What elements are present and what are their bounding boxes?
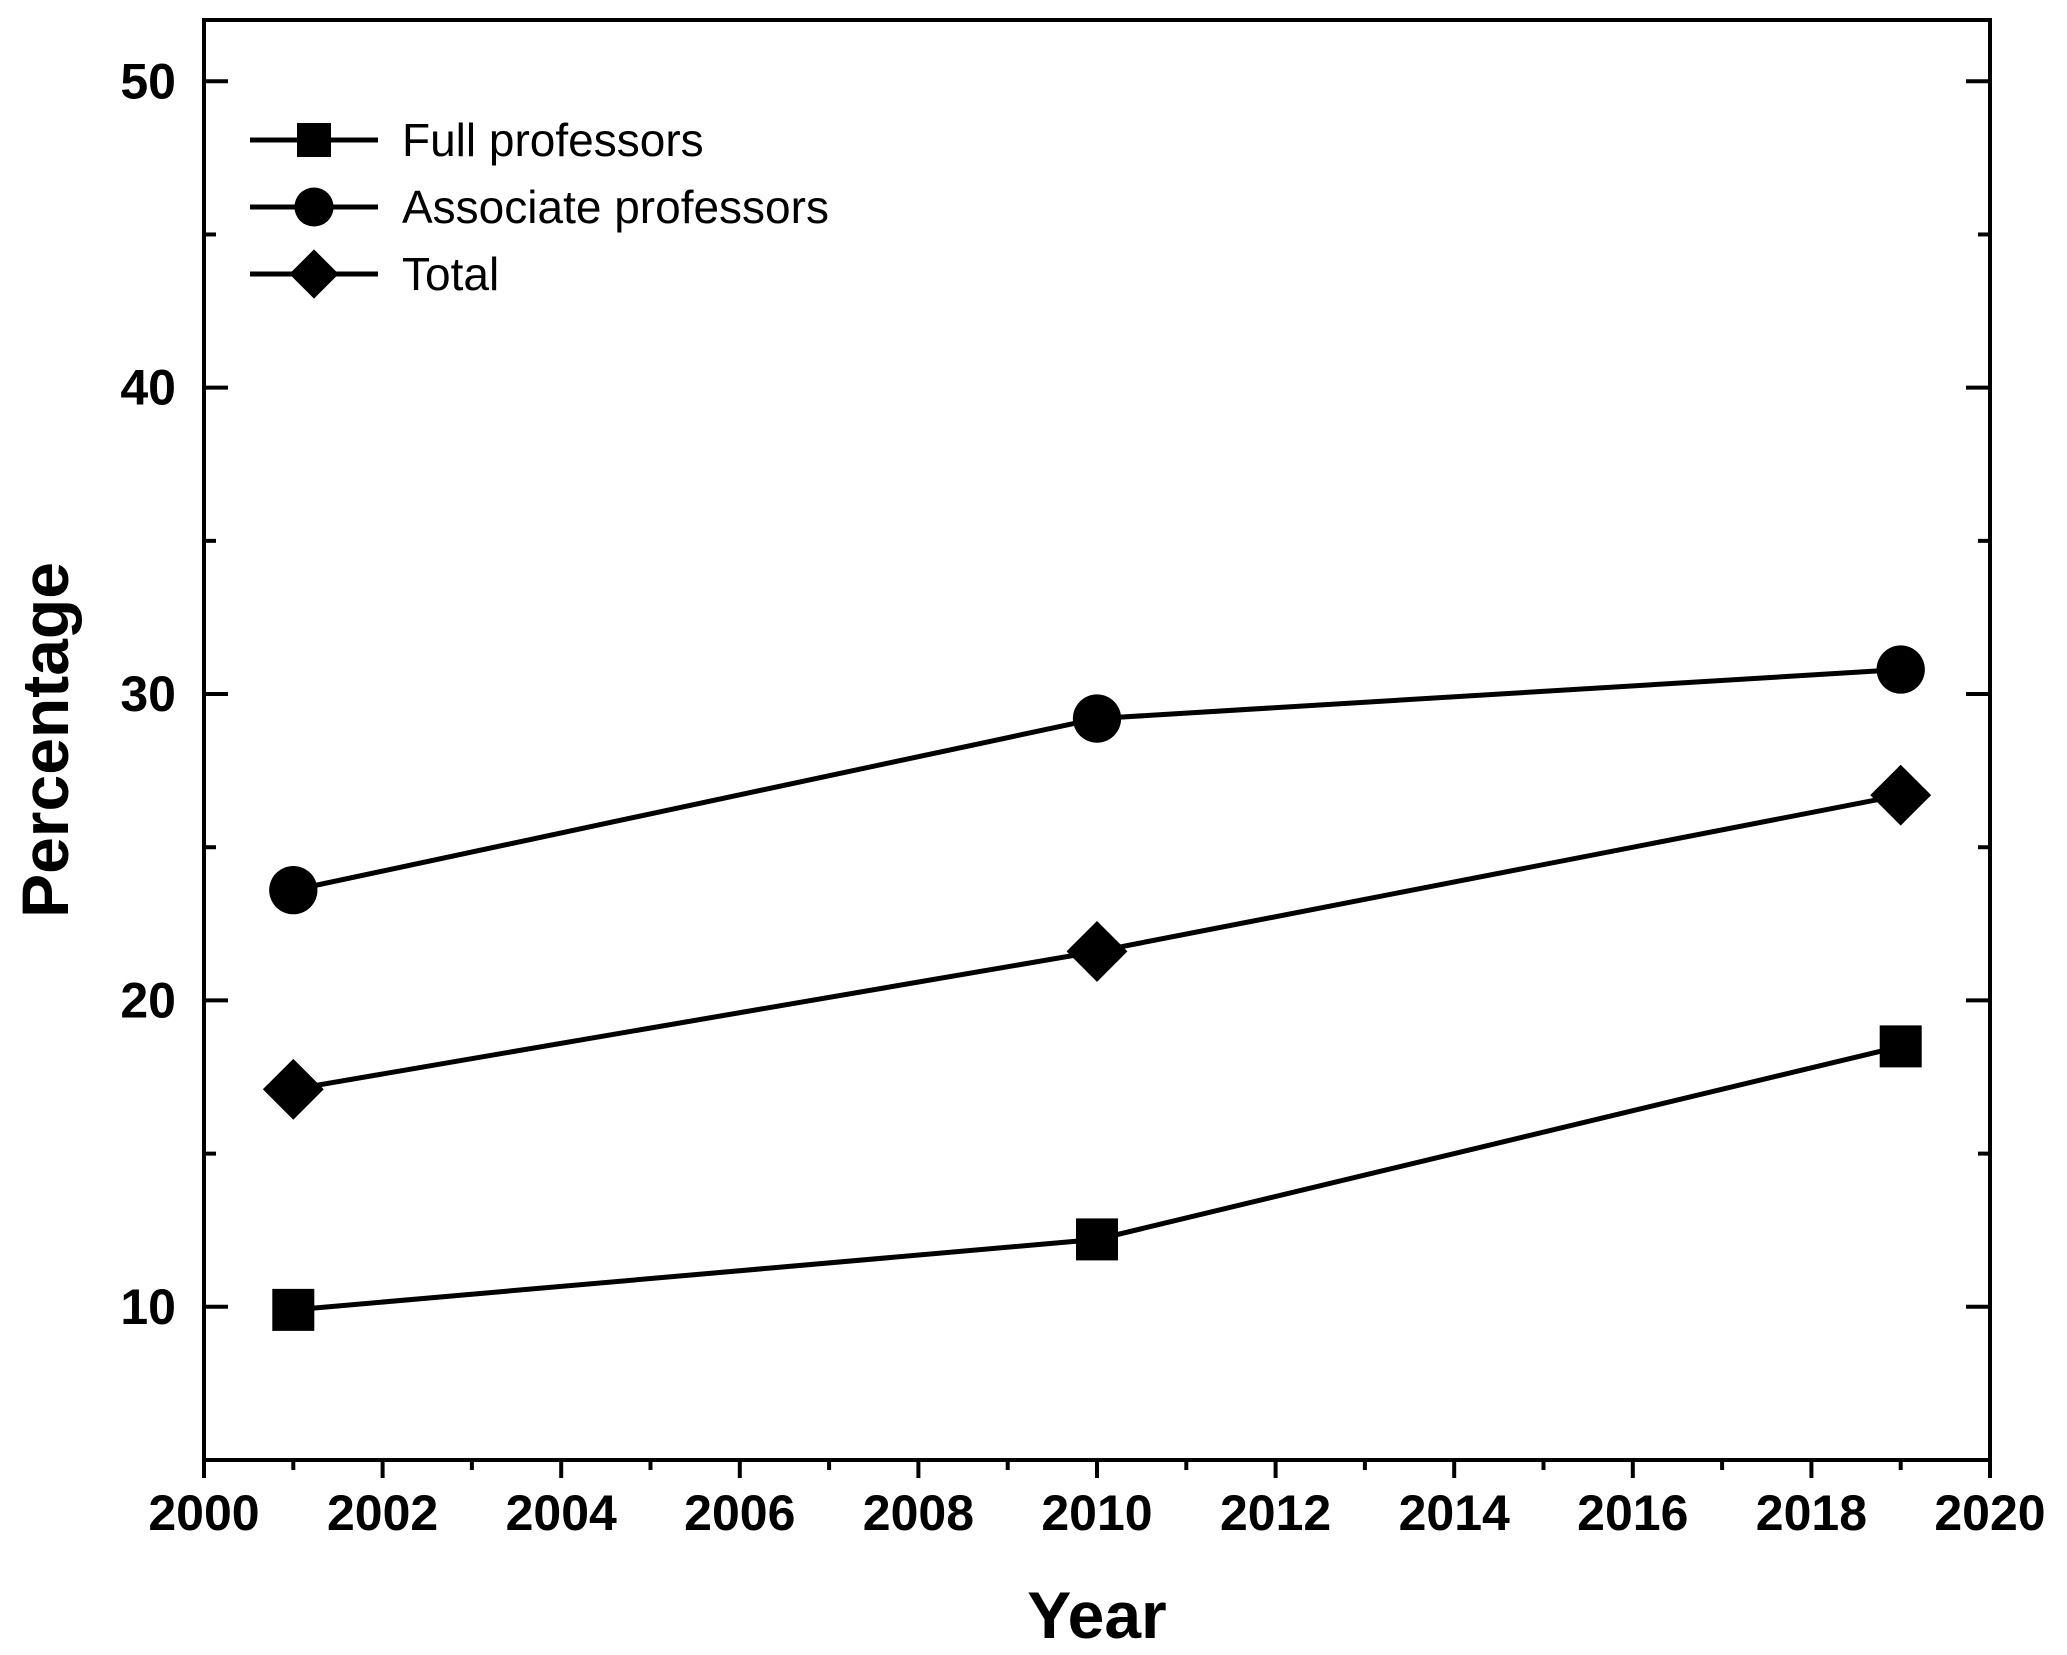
x-tick-label: 2016 bbox=[1577, 1485, 1688, 1541]
x-tick-label: 2012 bbox=[1220, 1485, 1331, 1541]
series-line bbox=[293, 1043, 1902, 1313]
legend-label: Full professors bbox=[402, 114, 704, 166]
x-axis: 2000 2002 2004 2006 2008 2010 2012 2014 2016 2018… bbox=[148, 1460, 2046, 1541]
x-tick-label: 2000 bbox=[148, 1485, 259, 1541]
legend-label: Total bbox=[402, 248, 499, 300]
x-tick-label: 2002 bbox=[327, 1485, 438, 1541]
x-tick-label: 2004 bbox=[506, 1485, 617, 1541]
series-diamond bbox=[262, 764, 1932, 1120]
legend-item: Associate professors bbox=[250, 181, 829, 233]
data-point bbox=[1072, 694, 1122, 743]
x-tick-label: 2018 bbox=[1756, 1485, 1867, 1541]
y-tick-label: 20 bbox=[120, 972, 176, 1028]
legend-item: Full professors bbox=[250, 114, 704, 166]
x-axis-title: Year bbox=[1027, 1578, 1166, 1652]
legend-marker bbox=[289, 249, 339, 299]
y-tick-label: 40 bbox=[120, 360, 176, 416]
data-point bbox=[269, 865, 318, 915]
series-square bbox=[272, 1025, 1922, 1331]
legend-item: Total bbox=[250, 248, 499, 300]
x-tick-label: 2006 bbox=[684, 1485, 795, 1541]
y-tick-label: 30 bbox=[120, 666, 176, 722]
legend: Full professors Associate professors Total bbox=[250, 114, 829, 300]
data-point bbox=[262, 1058, 324, 1120]
legend-label: Associate professors bbox=[402, 181, 829, 233]
x-tick-label: 2010 bbox=[1041, 1485, 1152, 1541]
series-circle bbox=[269, 645, 1925, 915]
y-tick-label: 10 bbox=[120, 1279, 176, 1335]
y-tick-label: 50 bbox=[120, 53, 176, 109]
legend-marker bbox=[297, 123, 331, 157]
legend-marker bbox=[294, 187, 334, 227]
x-tick-label: 2008 bbox=[863, 1485, 974, 1541]
data-point bbox=[1076, 1218, 1118, 1261]
x-tick-label: 2014 bbox=[1399, 1485, 1510, 1541]
series-layer bbox=[262, 645, 1932, 1331]
data-point bbox=[1870, 764, 1932, 826]
data-point bbox=[272, 1288, 315, 1331]
x-tick-label: 2020 bbox=[1934, 1485, 2045, 1541]
y-axis-title: Percentage bbox=[8, 562, 82, 918]
data-point bbox=[1876, 645, 1925, 694]
y-axis: 10 20 30 40 50 bbox=[120, 53, 1990, 1335]
data-point bbox=[1879, 1025, 1922, 1068]
data-point bbox=[1066, 920, 1128, 982]
